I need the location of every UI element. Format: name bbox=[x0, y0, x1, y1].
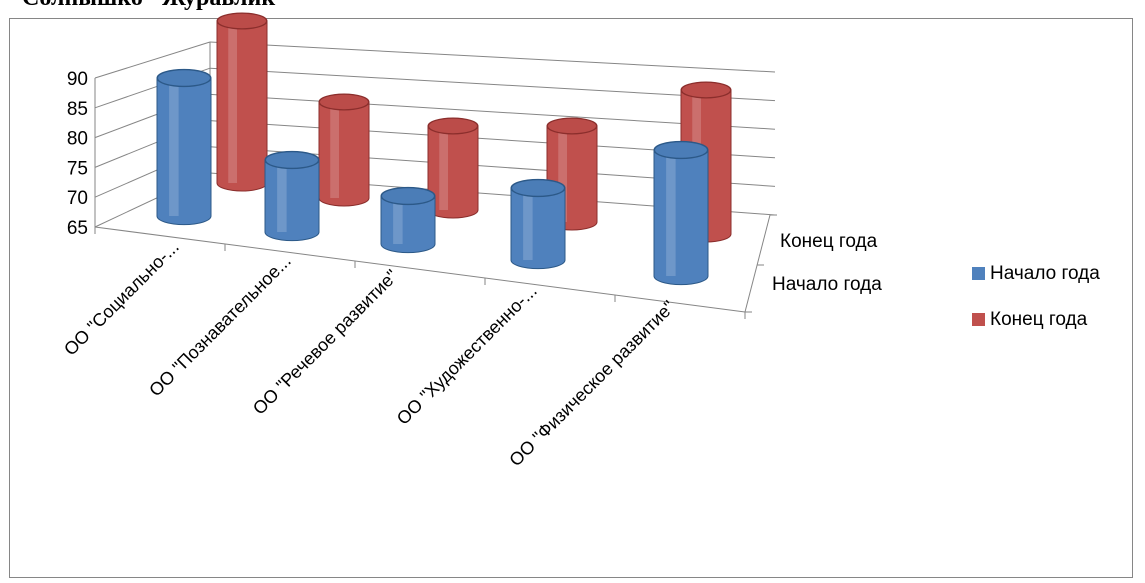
legend-label: Начало года bbox=[990, 263, 1100, 284]
y-tick-label: 85 bbox=[67, 99, 88, 120]
legend-swatch bbox=[972, 313, 985, 326]
bar-3-front bbox=[380, 186, 436, 254]
category-label: ОО "Социально-... bbox=[60, 237, 183, 360]
category-label: ОО "Речевое развитие" bbox=[249, 266, 402, 419]
y-tick-label: 75 bbox=[67, 158, 88, 179]
y-tick-label: 80 bbox=[67, 129, 88, 150]
grid-line-side bbox=[94, 41, 211, 79]
category-label: ОО "Художественно-... bbox=[393, 281, 541, 429]
grid-line bbox=[209, 41, 776, 73]
category-labels: ОО "Социально-...ОО "Познавательное...ОО… bbox=[60, 237, 679, 470]
bar-4-front bbox=[510, 178, 566, 270]
floor-right-edge bbox=[744, 214, 771, 313]
legend-swatch bbox=[972, 267, 985, 280]
bar-3-back bbox=[427, 117, 479, 219]
category-label: ОО "Познавательное... bbox=[145, 251, 295, 401]
bar-1-back bbox=[216, 12, 268, 192]
depth-label: Начало года bbox=[772, 274, 882, 295]
bar-5-front bbox=[653, 140, 709, 286]
bar-2-back bbox=[318, 93, 370, 207]
depth-axis-labels: Конец года Начало года bbox=[772, 231, 882, 295]
legend: Начало года Конец года bbox=[972, 263, 1100, 330]
depth-label: Конец года bbox=[780, 231, 878, 252]
bar-1-front bbox=[156, 68, 212, 226]
front-row-cylinders bbox=[156, 68, 709, 286]
y-axis-ticks: 65 70 75 80 85 90 bbox=[67, 69, 88, 239]
y-tick-label: 65 bbox=[67, 218, 88, 239]
floor-front-edge bbox=[94, 226, 746, 313]
category-label: ОО "Физическое развитие" bbox=[505, 297, 678, 470]
legend-label: Конец года bbox=[990, 309, 1088, 330]
chart-frame bbox=[9, 18, 1133, 578]
bar-2-front bbox=[264, 150, 320, 242]
y-tick-label: 90 bbox=[67, 69, 88, 90]
caption-text: Cолнышко "Журавлик" bbox=[22, 0, 288, 10]
y-tick-label: 70 bbox=[67, 188, 88, 209]
